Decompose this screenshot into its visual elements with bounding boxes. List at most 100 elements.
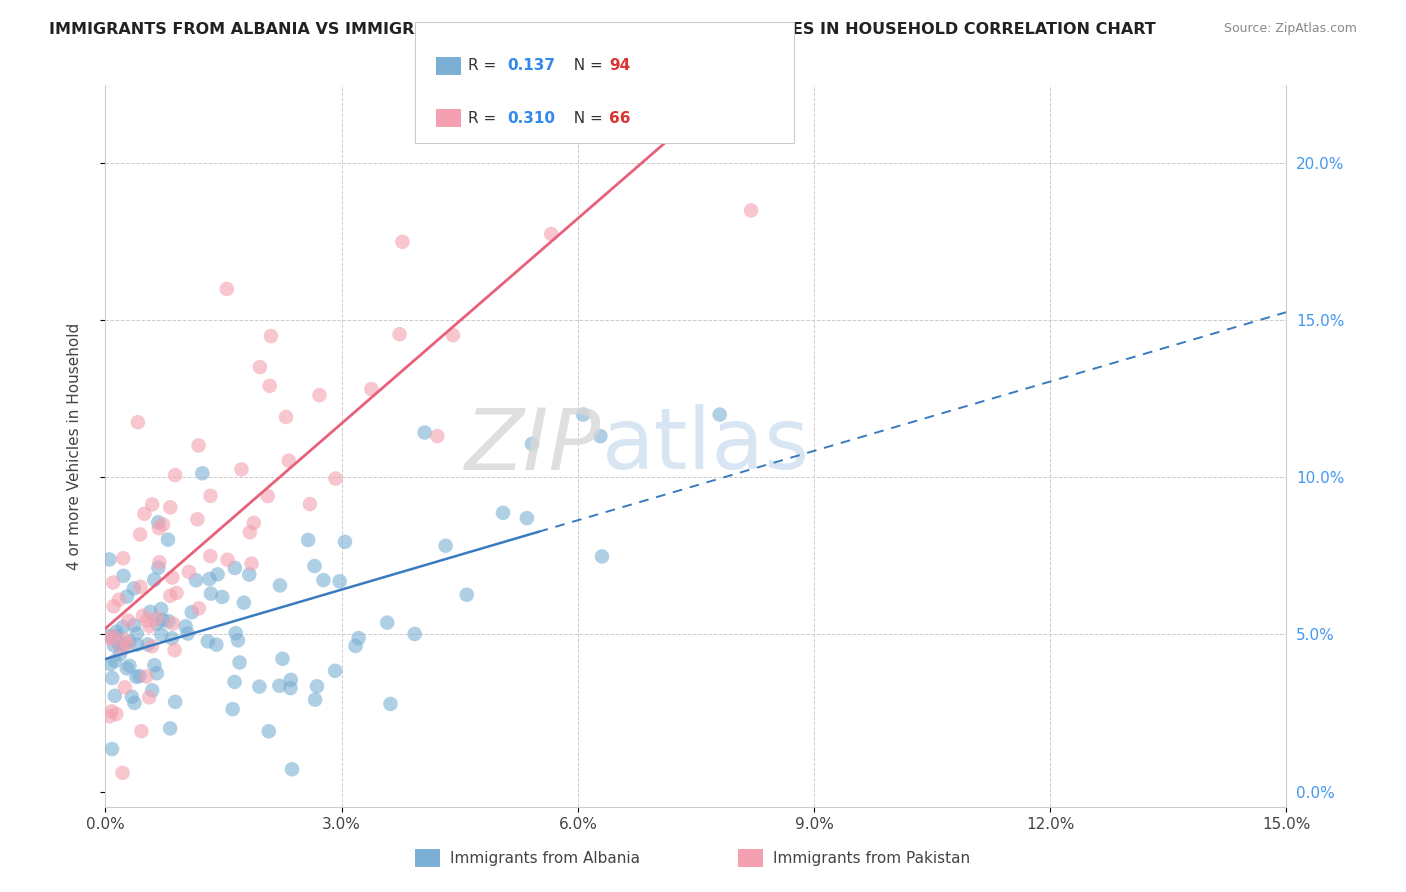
Point	[492, 506, 515, 520]
Point	[138, 619, 160, 633]
Point	[269, 578, 291, 592]
Point	[280, 681, 302, 695]
Point	[388, 327, 411, 342]
Y-axis label: 4 or more Vehicles in Household: 4 or more Vehicles in Household	[67, 322, 82, 570]
Text: 0.310: 0.310	[508, 111, 555, 126]
Point	[100, 704, 122, 718]
Point	[221, 702, 243, 716]
Point	[129, 580, 152, 594]
Point	[146, 666, 169, 681]
Point	[304, 692, 326, 706]
Point	[165, 468, 187, 483]
Point	[344, 639, 367, 653]
Point	[217, 552, 239, 566]
Point	[111, 620, 134, 634]
Point	[127, 415, 149, 429]
Point	[205, 638, 228, 652]
Point	[305, 679, 328, 693]
Point	[157, 614, 180, 628]
Point	[325, 472, 347, 486]
Point	[141, 683, 163, 698]
Point	[232, 596, 254, 610]
Point	[256, 489, 278, 503]
Point	[247, 680, 270, 694]
Point	[520, 437, 543, 451]
Point	[166, 586, 188, 600]
Text: 66: 66	[609, 111, 630, 126]
Point	[152, 613, 174, 627]
Point	[138, 690, 160, 705]
Point	[103, 638, 125, 652]
Text: Immigrants from Pakistan: Immigrants from Pakistan	[773, 851, 970, 865]
Point	[122, 582, 145, 596]
Point	[269, 679, 291, 693]
Point	[404, 627, 426, 641]
Point	[186, 512, 208, 526]
Point	[312, 573, 335, 587]
Point	[163, 643, 186, 657]
Text: R =: R =	[468, 111, 502, 126]
Point	[156, 533, 179, 547]
Point	[105, 629, 128, 643]
Point	[274, 409, 297, 424]
Point	[112, 551, 135, 566]
Text: N =: N =	[564, 58, 607, 73]
Point	[375, 615, 398, 630]
Point	[413, 425, 436, 440]
Point	[117, 636, 139, 650]
Text: ZIP: ZIP	[465, 404, 602, 488]
Point	[228, 656, 250, 670]
Point	[114, 681, 136, 695]
Point	[118, 658, 141, 673]
Text: 94: 94	[609, 58, 630, 73]
Point	[257, 724, 280, 739]
Point	[134, 507, 156, 521]
Point	[124, 696, 146, 710]
Point	[709, 408, 731, 422]
Point	[101, 671, 124, 685]
Point	[231, 462, 253, 476]
Point	[225, 626, 247, 640]
Point	[304, 559, 326, 574]
Point	[184, 574, 207, 588]
Point	[165, 695, 187, 709]
Point	[176, 626, 198, 640]
Text: IMMIGRANTS FROM ALBANIA VS IMMIGRANTS FROM PAKISTAN 4 OR MORE VEHICLES IN HOUSEH: IMMIGRANTS FROM ALBANIA VS IMMIGRANTS FR…	[49, 22, 1156, 37]
Point	[103, 575, 125, 590]
Point	[159, 589, 181, 603]
Point	[224, 674, 246, 689]
Point	[143, 658, 166, 673]
Point	[260, 329, 283, 343]
Point	[160, 632, 183, 646]
Point	[112, 632, 135, 647]
Point	[146, 616, 169, 631]
Point	[226, 633, 249, 648]
Point	[148, 555, 170, 569]
Point	[112, 638, 135, 652]
Point	[211, 590, 233, 604]
Point	[121, 690, 143, 704]
Point	[426, 429, 449, 443]
Point	[150, 602, 173, 616]
Point	[107, 637, 129, 651]
Point	[148, 516, 170, 530]
Point	[177, 565, 200, 579]
Point	[333, 534, 356, 549]
Point	[132, 608, 155, 623]
Point	[98, 629, 121, 643]
Point	[224, 561, 246, 575]
Point	[271, 652, 294, 666]
Point	[277, 454, 299, 468]
Point	[298, 497, 321, 511]
Point	[128, 669, 150, 683]
Point	[200, 489, 222, 503]
Text: R =: R =	[468, 58, 502, 73]
Point	[391, 235, 413, 249]
Text: 0.137: 0.137	[508, 58, 555, 73]
Point	[242, 516, 264, 530]
Text: N =: N =	[564, 111, 607, 126]
Point	[111, 765, 134, 780]
Point	[112, 569, 135, 583]
Point	[238, 567, 260, 582]
Point	[104, 689, 127, 703]
